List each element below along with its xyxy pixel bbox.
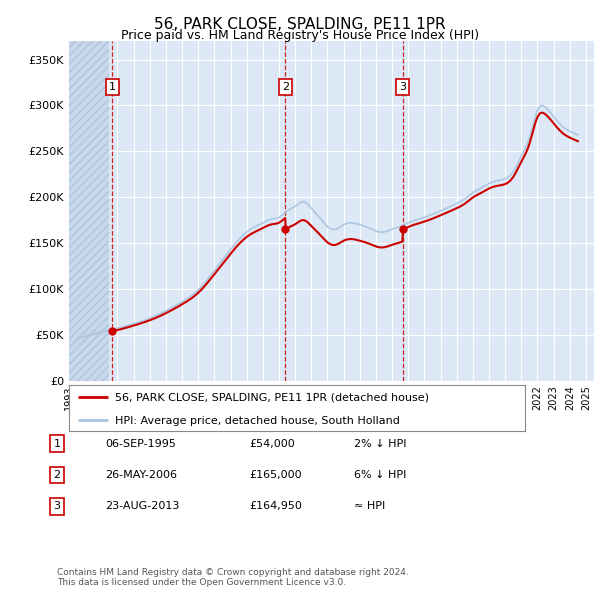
Text: 06-SEP-1995: 06-SEP-1995 — [105, 439, 176, 448]
Text: Contains HM Land Registry data © Crown copyright and database right 2024.
This d: Contains HM Land Registry data © Crown c… — [57, 568, 409, 587]
Text: 26-MAY-2006: 26-MAY-2006 — [105, 470, 177, 480]
Text: 56, PARK CLOSE, SPALDING, PE11 1PR: 56, PARK CLOSE, SPALDING, PE11 1PR — [154, 17, 446, 31]
Text: 6% ↓ HPI: 6% ↓ HPI — [354, 470, 406, 480]
Text: 3: 3 — [399, 82, 406, 92]
Text: ≈ HPI: ≈ HPI — [354, 502, 385, 511]
Text: £54,000: £54,000 — [249, 439, 295, 448]
Text: HPI: Average price, detached house, South Holland: HPI: Average price, detached house, Sout… — [115, 415, 400, 425]
Text: £165,000: £165,000 — [249, 470, 302, 480]
Text: £164,950: £164,950 — [249, 502, 302, 511]
Text: 2% ↓ HPI: 2% ↓ HPI — [354, 439, 407, 448]
Text: 3: 3 — [53, 502, 61, 511]
Text: 2: 2 — [282, 82, 289, 92]
Bar — [69, 41, 109, 381]
Text: 1: 1 — [109, 82, 116, 92]
Text: Price paid vs. HM Land Registry's House Price Index (HPI): Price paid vs. HM Land Registry's House … — [121, 30, 479, 42]
Text: 2: 2 — [53, 470, 61, 480]
Text: 23-AUG-2013: 23-AUG-2013 — [105, 502, 179, 511]
Text: 56, PARK CLOSE, SPALDING, PE11 1PR (detached house): 56, PARK CLOSE, SPALDING, PE11 1PR (deta… — [115, 392, 428, 402]
Text: 1: 1 — [53, 439, 61, 448]
